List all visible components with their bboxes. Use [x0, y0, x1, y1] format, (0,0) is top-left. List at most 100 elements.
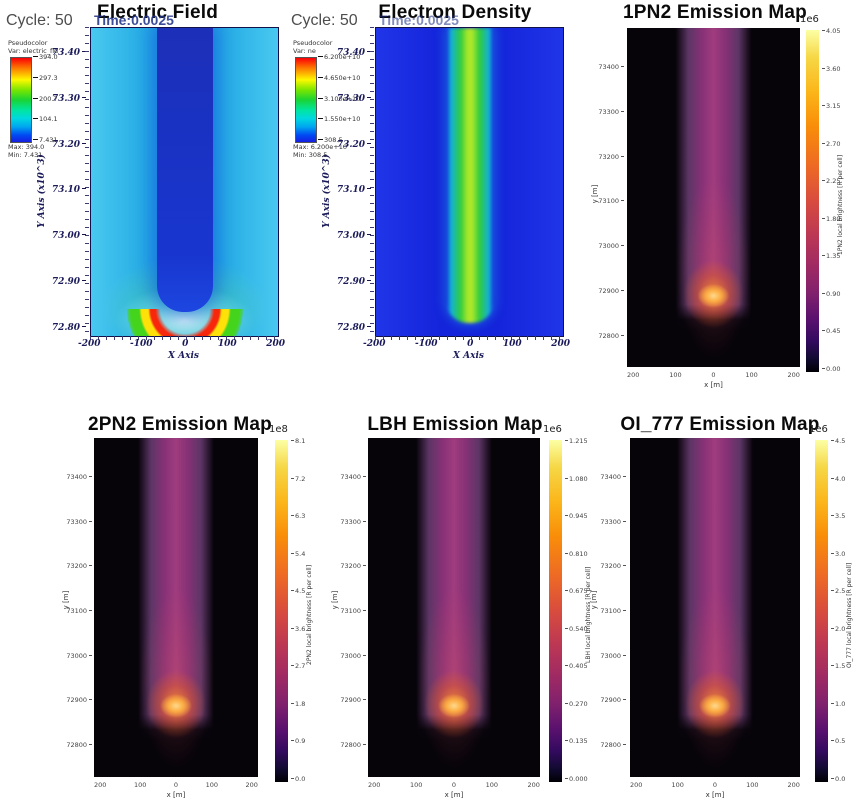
legend-tick-label: 7.431	[33, 136, 58, 144]
time-label: Time:0.0025	[379, 12, 459, 28]
electric-field-heatmap	[90, 27, 279, 337]
y-tick-label: 72800	[598, 332, 624, 340]
colorbar-tick-label: 0.0	[831, 775, 845, 783]
y-tick-label: 73000	[66, 652, 92, 660]
y-tick-label: 72.90	[337, 277, 371, 287]
y-tick-label: 73300	[340, 518, 366, 526]
colorbar	[815, 440, 828, 782]
colorbar-tick-label: 0.675	[565, 587, 588, 595]
colorbar-tick-label: 4.0	[831, 475, 845, 483]
legend-type-label: Pseudocolor	[8, 39, 48, 47]
y-tick-labels: 73400 73300 73200 73100 73000 72900 72800	[64, 473, 92, 749]
streamer-channel	[156, 28, 213, 312]
y-tick-label: 73.40	[337, 48, 371, 58]
colorbar-tick-label: 2.5	[831, 587, 845, 595]
y-tick-label: 73400	[598, 63, 624, 71]
x-tick-label: -100	[130, 339, 153, 349]
x-tick-labels: -200 -100 0 100 200	[78, 339, 285, 349]
colorbar-exponent: 1e8	[269, 424, 288, 435]
colorbar-tick-labels: 1.215 1.080 0.945 0.810 0.675 0.540 0.405 0.270…	[565, 437, 589, 783]
y-tick-label: 72.90	[52, 277, 86, 287]
colorbar-tick-label: 1.0	[831, 700, 845, 708]
y-tick-label: 73.00	[52, 231, 86, 241]
x-tick-labels: 200 100 0 100 200	[627, 371, 800, 379]
panel-oi777-emission: OI_777 Emission Map y [m] 73400 73300 7320…	[590, 405, 854, 799]
colorbar-tick-label: 1.80	[822, 215, 840, 223]
x-tick-label: 100	[409, 781, 423, 789]
panel-1pn2-emission: 1PN2 Emission Map y [m] 73400 73300 73200 7…	[575, 0, 854, 400]
panel-title: Electric Field	[96, 2, 219, 23]
x-tick-labels: 200 100 0 100 200	[368, 781, 540, 789]
colorbar-tick-label: 6.3	[291, 512, 305, 520]
streamer-head-ring	[126, 309, 243, 336]
y-tick-label: 72.80	[337, 323, 371, 333]
y-tick-labels: 73400 73300 73200 73100 73000 72900 72800	[338, 473, 366, 749]
x-tick-label: 0	[712, 781, 718, 789]
y-tick-label: 73200	[340, 562, 366, 570]
colorbar-tick-label: 7.2	[291, 475, 305, 483]
legend-tick-label: 200.7	[33, 95, 58, 103]
x-tick-label: 200	[266, 339, 285, 349]
x-axis-minor-ticks	[90, 336, 277, 340]
legend-max-label: Max: 6.200e+10	[293, 143, 348, 151]
colorbar-tick-label: 4.05	[822, 27, 840, 35]
y-axis-minor-ticks	[370, 27, 374, 335]
y-tick-label: 73100	[66, 607, 92, 615]
x-tick-labels: 200 100 0 100 200	[94, 781, 258, 789]
x-tick-label: 200	[368, 781, 381, 789]
colorbar-exponent: 1e6	[543, 424, 562, 435]
y-tick-label: 72800	[66, 741, 92, 749]
lbh-emission-heatmap	[368, 438, 540, 777]
panel-2pn2-emission: 2PN2 Emission Map y [m] 73400 73300 73200 7…	[0, 405, 320, 799]
x-tick-label: 200	[787, 371, 800, 379]
y-tick-labels: 73400 73300 73200 73100 73000 72900 72800	[600, 473, 626, 749]
legend-tick-label: 104.1	[33, 115, 58, 123]
panel-title: 2PN2 Emission Map	[88, 414, 272, 435]
legend-tick-label: 394.0	[33, 53, 58, 61]
x-tick-label: 100	[502, 339, 522, 349]
x-tick-label: 100	[217, 339, 237, 349]
y-tick-label: 73100	[340, 607, 366, 615]
y-axis-label: Y Axis (x10^3)	[322, 154, 332, 228]
x-axis-label: x [m]	[444, 791, 464, 799]
y-tick-label: 73400	[600, 473, 626, 481]
panel-electron-density: Electron Density Cycle: 50 Time:0.0025 P…	[285, 0, 575, 400]
y-tick-label: 73400	[340, 473, 366, 481]
legend-tick-label: 297.3	[33, 74, 58, 82]
colorbar	[806, 30, 819, 372]
colorbar-tick-label: 0.000	[565, 775, 588, 783]
x-tick-label: 200	[627, 371, 640, 379]
colorbar-tick-label: 1.080	[565, 475, 588, 483]
x-tick-label: 100	[746, 781, 759, 789]
colorbar-tick-label: 3.60	[822, 65, 840, 73]
y-tick-label: 73.40	[52, 48, 86, 58]
colorbar-tick-label: 3.15	[822, 102, 840, 110]
colorbar-tick-label: 0.405	[565, 662, 588, 670]
colorbar-tick-label: 0.5	[831, 737, 845, 745]
colorbar-tick-labels: 8.1 7.2 6.3 5.4 4.5 3.6 2.7 1.8 0.9 0.0	[291, 437, 309, 783]
x-tick-label: 100	[133, 781, 147, 789]
y-axis-minor-ticks	[85, 27, 89, 335]
x-tick-label: 200	[245, 781, 258, 789]
y-tick-label: 72800	[600, 741, 626, 749]
x-axis-label: X Axis	[168, 351, 199, 361]
density-column	[445, 28, 494, 323]
colorbar-tick-label: 1.5	[831, 662, 845, 670]
y-axis-label: Y Axis (x10^3)	[37, 154, 47, 228]
colorbar	[549, 440, 562, 782]
y-tick-label: 73000	[600, 652, 626, 660]
y-tick-label: 72900	[598, 287, 624, 295]
colorbar-exponent: 1e6	[800, 14, 819, 25]
x-tick-label: 200	[787, 781, 800, 789]
colorbar-tick-label: 2.7	[291, 662, 305, 670]
legend-type-label: Pseudocolor	[293, 39, 333, 47]
colorbar	[275, 440, 288, 782]
legend-min-label: Min: 308.5	[293, 151, 328, 159]
legend-tick-label: 308.5	[318, 136, 343, 144]
y-tick-label: 73000	[340, 652, 366, 660]
y-tick-label: 73.00	[337, 231, 371, 241]
colorbar-tick-label: 1.8	[291, 700, 305, 708]
x-tick-label: 200	[94, 781, 107, 789]
x-tick-label: -100	[415, 339, 438, 349]
colorbar-tick-label: 4.5	[831, 437, 845, 445]
